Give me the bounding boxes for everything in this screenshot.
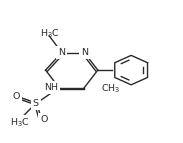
Text: H$_3$C: H$_3$C	[10, 116, 29, 129]
Text: N: N	[81, 48, 88, 57]
Text: S: S	[33, 99, 39, 108]
Text: O: O	[12, 92, 20, 101]
Text: O: O	[40, 115, 47, 124]
Text: NH: NH	[44, 83, 58, 92]
Text: CH$_3$: CH$_3$	[100, 82, 120, 95]
Text: N: N	[58, 48, 65, 57]
Text: H$_3$C: H$_3$C	[40, 27, 60, 40]
